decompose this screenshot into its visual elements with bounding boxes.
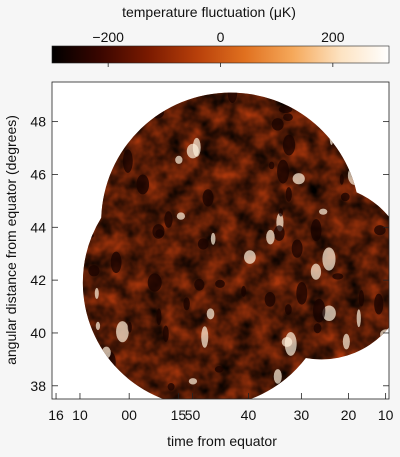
cold-spot [339,174,344,185]
cold-spot [215,279,225,288]
hot-spot [244,250,256,264]
y-tick-label: 42 [30,272,46,288]
cold-spot [282,134,296,156]
cold-spot [162,325,169,342]
y-tick-label: 38 [30,378,46,394]
hot-spot [292,173,305,185]
cold-spot [241,285,246,297]
hot-spot [201,326,209,348]
x-tick-label: 16 [48,407,64,423]
y-tick-label: 46 [30,166,46,182]
cold-spot [291,239,303,258]
cold-spot [271,118,284,131]
cold-spot [268,161,275,170]
hot-spot [192,137,201,157]
cold-spot [122,149,133,173]
hot-spot [273,369,282,384]
cold-spot [147,273,162,292]
cold-spot [358,290,365,307]
cold-spot [374,225,386,236]
cold-spot [194,278,205,291]
cold-spot [340,192,350,202]
hot-spot [175,155,183,164]
cold-spot [278,208,283,217]
hot-spot [116,321,129,343]
hot-spot [95,321,101,331]
colorbar-label: temperature fluctuation (μK) [122,4,296,20]
cold-spot [273,225,285,241]
hot-spot [356,309,361,328]
cold-spot [214,366,224,373]
cold-spot [152,224,165,239]
hot-spot [206,308,215,320]
colorbar-tick-label: 200 [321,29,345,45]
hot-spot [322,247,336,271]
x-tick-label: 10 [378,407,394,423]
cold-spot [278,105,293,114]
x-tick-label: 40 [241,407,257,423]
hot-spot [176,212,186,220]
cold-spot [156,308,162,326]
cold-spot [285,187,292,202]
cold-spot [197,238,209,250]
hot-spot [266,229,275,245]
colorbar-tick-labels: −200 0 200 [92,29,345,67]
hot-spot [188,378,198,385]
cold-spot [283,113,293,122]
cold-spot [332,273,344,280]
cold-spot [277,159,290,184]
colorbar [51,45,390,64]
temperature-map [82,92,393,402]
cold-spot [312,298,326,323]
y-axis-ticks: 38 40 42 44 46 48 [30,114,389,394]
x-tick-label: 10 [72,407,88,423]
hot-spot [319,208,328,215]
cold-spot [88,265,100,277]
x-tick-label: 50 [185,407,201,423]
cold-spot [310,218,322,242]
x-tick-label: 00 [121,407,137,423]
x-tick-label: 20 [341,407,357,423]
cold-spot [313,323,322,334]
colorbar-tick-label: −200 [92,29,124,45]
hot-spot [322,305,336,321]
cold-spot [227,92,238,103]
cold-spot [183,297,190,311]
cold-spot [136,174,150,195]
y-tick-label: 48 [30,114,46,130]
hot-spot [310,263,322,280]
cold-spot [284,304,292,315]
plot-frame [51,81,390,400]
cold-spot [264,291,276,307]
cold-spot [164,211,173,228]
hot-spot [281,336,293,347]
hot-spot [94,287,99,299]
x-tick-label: 30 [294,407,310,423]
cold-spot [110,251,122,274]
cold-spot [202,189,214,207]
y-tick-label: 44 [30,219,46,235]
cold-spot [374,293,384,315]
cold-spot [127,321,132,333]
hot-spot [210,232,216,245]
x-axis-label: time from equator [167,433,277,449]
cold-spot [296,281,308,305]
x-tick-label: 15 [171,407,187,423]
colorbar-tick-label: 0 [217,29,225,45]
cold-spot [167,382,175,391]
y-axis-label: angular distance from equator (degrees) [3,115,19,365]
hot-spot [342,333,350,350]
y-tick-label: 40 [30,325,46,341]
